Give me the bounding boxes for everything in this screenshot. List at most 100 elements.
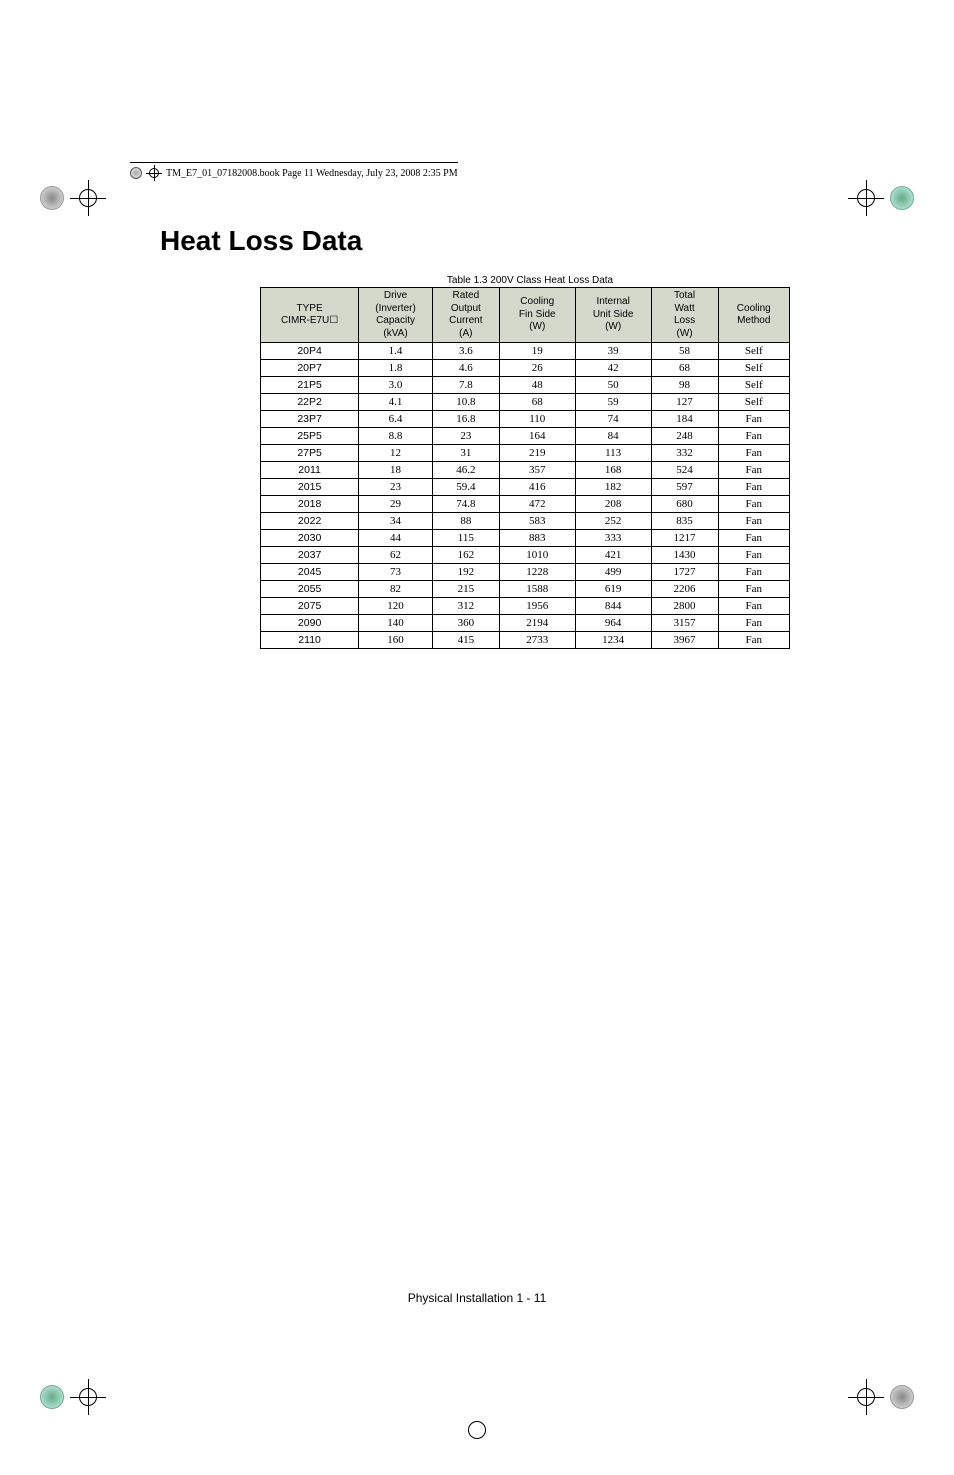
table-cell: 20P7 (261, 360, 359, 377)
table-cell: 964 (575, 615, 651, 632)
table-cell: 68 (651, 360, 718, 377)
table-cell: 29 (359, 496, 433, 513)
print-mark-top-left (40, 180, 106, 216)
table-cell: 42 (575, 360, 651, 377)
table-cell: 312 (432, 598, 499, 615)
table-cell: Fan (718, 547, 789, 564)
table-row: 27P51231219113332Fan (261, 445, 790, 462)
table-cell: Self (718, 343, 789, 360)
table-cell: 10.8 (432, 394, 499, 411)
table-cell: 68 (499, 394, 575, 411)
table-cell: 2800 (651, 598, 718, 615)
table-cell: 73 (359, 564, 433, 581)
print-mark-top-right (848, 180, 914, 216)
table-cell: 2733 (499, 632, 575, 649)
table-cell: 19 (499, 343, 575, 360)
table-body: 20P41.43.6193958Self20P71.84.6264268Self… (261, 343, 790, 649)
table-cell: 88 (432, 513, 499, 530)
table-cell: 680 (651, 496, 718, 513)
table-cell: 44 (359, 530, 433, 547)
table-cell: Fan (718, 598, 789, 615)
table-row: 20P71.84.6264268Self (261, 360, 790, 377)
table-cell: 2206 (651, 581, 718, 598)
table-row: 20182974.8472208680Fan (261, 496, 790, 513)
table-row: 20111846.2357168524Fan (261, 462, 790, 479)
table-cell: 1588 (499, 581, 575, 598)
table-cell: Fan (718, 496, 789, 513)
crosshair-icon (146, 165, 162, 181)
table-cell: 2045 (261, 564, 359, 581)
table-cell: Fan (718, 632, 789, 649)
table-cell: 1727 (651, 564, 718, 581)
table-cell: 583 (499, 513, 575, 530)
table-cell: 74 (575, 411, 651, 428)
register-dot-icon (130, 167, 142, 179)
table-cell: 1.4 (359, 343, 433, 360)
table-cell: 22P2 (261, 394, 359, 411)
table-cell: 3967 (651, 632, 718, 649)
table-row: 209014036021949643157Fan (261, 615, 790, 632)
print-mark-bottom-right (848, 1379, 914, 1415)
table-cell: Fan (718, 462, 789, 479)
table-cell: Fan (718, 530, 789, 547)
table-cell: 23P7 (261, 411, 359, 428)
table-caption: Table 1.3 200V Class Heat Loss Data (260, 275, 800, 286)
table-cell: 113 (575, 445, 651, 462)
table-cell: 39 (575, 343, 651, 360)
table-cell: 3157 (651, 615, 718, 632)
table-cell: 1010 (499, 547, 575, 564)
table-cell: Fan (718, 428, 789, 445)
table-cell: 597 (651, 479, 718, 496)
table-cell: 2075 (261, 598, 359, 615)
table-cell: 252 (575, 513, 651, 530)
table-cell: 2022 (261, 513, 359, 530)
table-row: 20P41.43.6193958Self (261, 343, 790, 360)
table-cell: 499 (575, 564, 651, 581)
page-footer: Physical Installation 1 - 11 (0, 1291, 954, 1305)
table-cell: 2030 (261, 530, 359, 547)
table-cell: 20P4 (261, 343, 359, 360)
register-dot-icon (40, 1385, 64, 1409)
table-cell: 7.8 (432, 377, 499, 394)
header-text: TM_E7_01_07182008.book Page 11 Wednesday… (166, 168, 458, 179)
table-row: 20223488583252835Fan (261, 513, 790, 530)
table-cell: 1234 (575, 632, 651, 649)
crosshair-icon (848, 180, 884, 216)
table-cell: 192 (432, 564, 499, 581)
table-cell: 1956 (499, 598, 575, 615)
col-total: TotalWattLoss(W) (651, 288, 718, 343)
register-dot-icon (890, 1385, 914, 1409)
table-cell: 2110 (261, 632, 359, 649)
table-cell: 2055 (261, 581, 359, 598)
table-cell: 62 (359, 547, 433, 564)
heat-loss-table-wrap: Table 1.3 200V Class Heat Loss Data TYPE… (260, 275, 800, 649)
table-cell: 74.8 (432, 496, 499, 513)
table-cell: 162 (432, 547, 499, 564)
table-row: 207512031219568442800Fan (261, 598, 790, 615)
table-cell: 164 (499, 428, 575, 445)
table-cell: 26 (499, 360, 575, 377)
table-cell: 59.4 (432, 479, 499, 496)
table-cell: 219 (499, 445, 575, 462)
table-cell: 46.2 (432, 462, 499, 479)
table-cell: 58 (651, 343, 718, 360)
table-cell: 2037 (261, 547, 359, 564)
table-cell: 416 (499, 479, 575, 496)
crosshair-icon (70, 180, 106, 216)
table-cell: 332 (651, 445, 718, 462)
table-cell: 31 (432, 445, 499, 462)
table-row: 20558221515886192206Fan (261, 581, 790, 598)
table-cell: 2018 (261, 496, 359, 513)
table-cell: 115 (432, 530, 499, 547)
table-cell: 82 (359, 581, 433, 598)
table-cell: 4.1 (359, 394, 433, 411)
table-cell: 524 (651, 462, 718, 479)
table-cell: 48 (499, 377, 575, 394)
print-mark-bottom-left (40, 1379, 106, 1415)
col-type: TYPECIMR-E7U☐ (261, 288, 359, 343)
table-cell: Fan (718, 479, 789, 496)
section-title: Heat Loss Data (160, 225, 800, 257)
table-cell: 110 (499, 411, 575, 428)
table-row: 20152359.4416182597Fan (261, 479, 790, 496)
heat-loss-table: TYPECIMR-E7U☐ Drive(Inverter)Capacity(kV… (260, 287, 790, 649)
